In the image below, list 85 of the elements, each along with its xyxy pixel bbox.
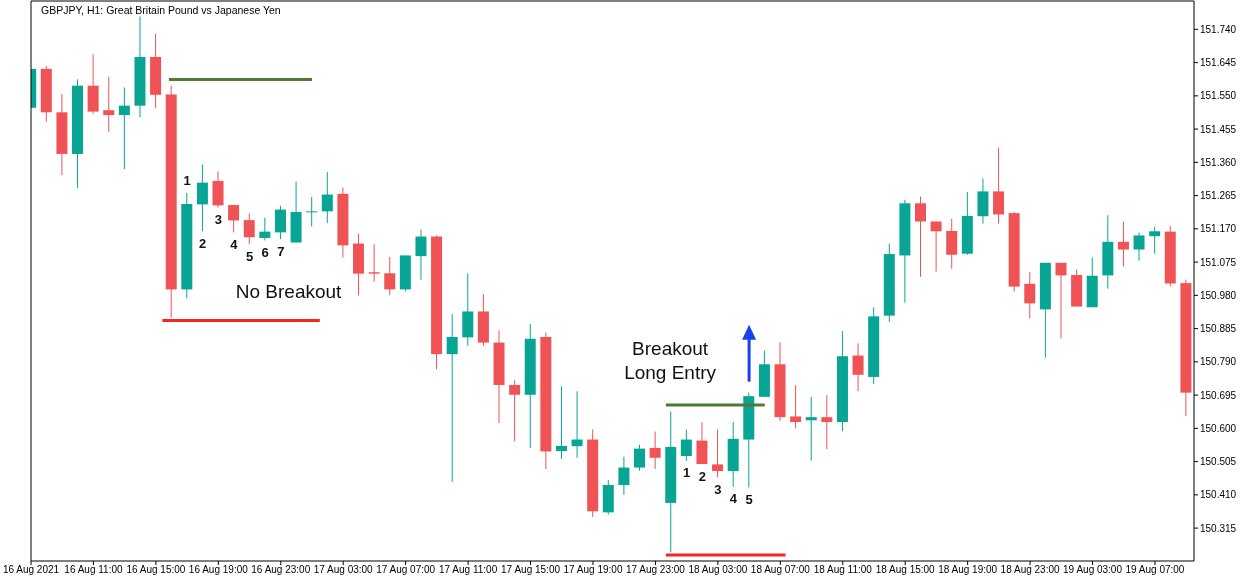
candlestick bbox=[1149, 226, 1161, 255]
y-tick-label: 151.645 bbox=[1200, 57, 1237, 69]
annotation: 6 bbox=[261, 244, 269, 260]
y-tick-label: 151.360 bbox=[1200, 156, 1237, 168]
candlestick bbox=[821, 394, 833, 450]
x-tick-label: 16 Aug 11:00 bbox=[64, 564, 123, 576]
x-tick-label: 18 Aug 19:00 bbox=[938, 564, 998, 576]
y-tick-label: 151.075 bbox=[1200, 256, 1237, 268]
x-tick-label: 18 Aug 07:00 bbox=[750, 564, 811, 576]
y-tick-label: 150.980 bbox=[1200, 289, 1237, 301]
annotation: 7 bbox=[277, 243, 285, 259]
x-tick-label: 16 Aug 2021 bbox=[2, 564, 60, 576]
annotation: 4 bbox=[230, 236, 239, 252]
x-tick-label: 16 Aug 23:00 bbox=[251, 564, 311, 576]
candlestick bbox=[852, 342, 864, 392]
candlestick bbox=[274, 205, 286, 240]
candlestick bbox=[618, 456, 630, 496]
x-tick-label: 17 Aug 07:00 bbox=[376, 564, 436, 576]
annotation: 2 bbox=[199, 235, 207, 251]
x-tick-label: 19 Aug 07:00 bbox=[1125, 564, 1185, 576]
candlestick bbox=[368, 243, 380, 283]
candlestick bbox=[1133, 232, 1145, 262]
y-tick-label: 150.410 bbox=[1200, 489, 1237, 501]
candlestick bbox=[696, 421, 708, 465]
candlestick bbox=[259, 217, 271, 241]
candlestick bbox=[930, 221, 942, 273]
x-tick-label: 18 Aug 11:00 bbox=[813, 564, 873, 576]
candlestick bbox=[509, 379, 521, 442]
x-tick-label: 16 Aug 19:00 bbox=[188, 564, 249, 576]
candlestick bbox=[649, 431, 661, 470]
annotation: 5 bbox=[745, 492, 753, 507]
x-tick-label: 17 Aug 19:00 bbox=[563, 564, 623, 576]
annotation: 1 bbox=[183, 172, 191, 188]
candlestick bbox=[680, 428, 692, 462]
y-tick-label: 151.170 bbox=[1200, 223, 1237, 235]
y-tick-label: 150.505 bbox=[1200, 456, 1237, 468]
y-tick-label: 150.885 bbox=[1200, 323, 1237, 335]
x-tick-label: 17 Aug 03:00 bbox=[313, 564, 374, 576]
annotation: 5 bbox=[245, 248, 254, 264]
annotation: 3 bbox=[214, 212, 222, 227]
x-tick-label: 17 Aug 23:00 bbox=[625, 564, 686, 576]
candlestick bbox=[228, 204, 240, 233]
candlestick bbox=[993, 147, 1005, 225]
candlestick bbox=[634, 444, 646, 472]
candlestick bbox=[321, 171, 333, 224]
candlestick bbox=[243, 212, 255, 245]
x-tick-label: 18 Aug 03:00 bbox=[688, 564, 748, 576]
annotation: 3 bbox=[714, 481, 722, 497]
x-tick-label: 17 Aug 15:00 bbox=[501, 564, 561, 576]
annotation: Breakout Long Entry bbox=[624, 337, 717, 383]
y-tick-label: 150.600 bbox=[1200, 422, 1237, 434]
y-tick-label: 151.550 bbox=[1200, 90, 1237, 102]
candlestick bbox=[805, 396, 817, 462]
y-tick-label: 150.315 bbox=[1200, 522, 1237, 534]
candlestick bbox=[196, 163, 208, 232]
candlestick bbox=[1055, 262, 1067, 339]
x-tick-label: 16 Aug 15:00 bbox=[126, 564, 186, 576]
candlestick bbox=[915, 196, 927, 278]
x-tick-label: 18 Aug 23:00 bbox=[1000, 564, 1060, 576]
candlestick bbox=[790, 384, 802, 429]
candlestick bbox=[306, 196, 318, 227]
x-tick-label: 17 Aug 11:00 bbox=[439, 564, 498, 576]
candlestick bbox=[712, 428, 724, 478]
candlestick bbox=[555, 385, 567, 460]
candlestick bbox=[1117, 221, 1129, 268]
y-tick-label: 151.265 bbox=[1200, 190, 1237, 202]
annotation: 2 bbox=[698, 468, 706, 484]
y-tick-label: 150.695 bbox=[1200, 389, 1237, 401]
x-tick-label: 18 Aug 15:00 bbox=[875, 564, 936, 576]
annotation: 4 bbox=[729, 491, 738, 507]
y-tick-label: 150.790 bbox=[1200, 356, 1237, 368]
candlestick bbox=[1024, 271, 1036, 319]
candlestick bbox=[118, 86, 130, 170]
annotation: 1 bbox=[683, 465, 691, 481]
annotation: No Breakout bbox=[235, 280, 343, 302]
y-tick-label: 151.740 bbox=[1200, 23, 1237, 35]
x-tick-label: 19 Aug 03:00 bbox=[1063, 564, 1123, 576]
candlestick bbox=[415, 229, 427, 281]
candlestick bbox=[946, 218, 958, 270]
candlestick bbox=[446, 313, 458, 483]
candlestick bbox=[103, 76, 115, 133]
candlestick bbox=[384, 256, 396, 296]
chart-title: GBPJPY, H1: Great Britain Pound vs Japanese Yen bbox=[41, 4, 281, 16]
candlestick bbox=[571, 390, 583, 459]
y-tick-label: 151.455 bbox=[1200, 123, 1237, 135]
